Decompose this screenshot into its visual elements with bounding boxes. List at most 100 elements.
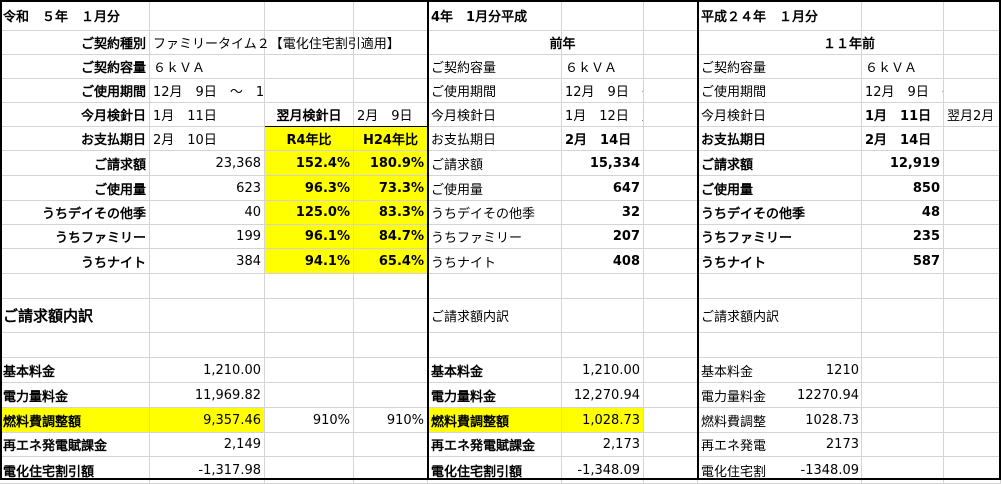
grid-cell[interactable] — [265, 79, 354, 103]
grid-cell[interactable] — [644, 201, 698, 225]
cell-e-row17[interactable]: 再エネ発電賦課金 — [428, 433, 562, 457]
cell-h-row14[interactable]: 基本料金 — [698, 358, 862, 383]
cell-f-row9[interactable]: 207 — [562, 225, 644, 249]
grid-cell[interactable] — [0, 333, 150, 358]
cell-d-row6[interactable]: 180.9% — [354, 151, 428, 176]
cell-h-row17[interactable]: 再エネ発電 — [698, 433, 862, 457]
cell-b-row9[interactable]: 199 — [150, 225, 265, 249]
cell-e-row15[interactable]: 電力量料金 — [428, 383, 562, 408]
grid-cell[interactable] — [944, 151, 1001, 176]
grid-cell[interactable] — [944, 201, 1001, 225]
grid-cell[interactable] — [862, 408, 944, 433]
grid-cell[interactable] — [354, 274, 428, 299]
grid-cell[interactable] — [644, 408, 698, 433]
cell-f-row15[interactable]: 12,270.94 — [562, 383, 644, 408]
grid-cell[interactable] — [428, 333, 562, 358]
cell-f-row4[interactable]: 1月 12日 翌月 — [562, 103, 644, 127]
cell-b-row1[interactable]: ファミリータイム２【電化住宅割引適用】 — [150, 31, 428, 55]
cell-e-row10[interactable]: うちナイト — [428, 249, 562, 274]
cell-h2-row14[interactable]: 1210 — [782, 358, 862, 383]
grid-cell[interactable] — [562, 299, 644, 333]
cell-c-row10[interactable]: 94.1% — [265, 249, 354, 274]
grid-cell[interactable] — [944, 55, 1001, 79]
cell-h2-row16[interactable]: 1028.73 — [782, 408, 862, 433]
grid-cell[interactable] — [862, 358, 944, 383]
cell-f-row8[interactable]: 32 — [562, 201, 644, 225]
grid-cell[interactable] — [944, 0, 1001, 31]
cell-d-row16[interactable]: 910% — [354, 408, 428, 433]
grid-cell[interactable] — [698, 274, 862, 299]
cell-i-row4[interactable]: 1月 11日 — [862, 103, 944, 127]
cell-a-row4[interactable]: 今月検針日 — [0, 103, 150, 127]
cell-h-row7[interactable]: ご使用量 — [698, 176, 862, 201]
cell-e-row16[interactable]: 燃料費調整額 — [428, 408, 562, 433]
grid-cell[interactable] — [354, 79, 428, 103]
grid-cell[interactable] — [354, 0, 428, 31]
cell-h-row2[interactable]: ご契約容量 — [698, 55, 862, 79]
cell-a-row1[interactable]: ご契約種別 — [0, 31, 150, 55]
cell-e-row0[interactable]: 4年 1月分平成 — [428, 0, 644, 31]
cell-b-row14[interactable]: 1,210.00 — [150, 358, 265, 383]
grid-cell[interactable] — [862, 433, 944, 457]
grid-cell[interactable] — [265, 383, 354, 408]
grid-cell[interactable] — [265, 274, 354, 299]
grid-cell[interactable] — [944, 408, 1001, 433]
cell-h-row10[interactable]: うちナイト — [698, 249, 862, 274]
grid-cell[interactable] — [644, 274, 698, 299]
grid-cell[interactable] — [944, 383, 1001, 408]
cell-f-row17[interactable]: 2,173 — [562, 433, 644, 457]
grid-cell[interactable] — [644, 55, 698, 79]
cell-d-row7[interactable]: 73.3% — [354, 176, 428, 201]
cell-h-row16[interactable]: 燃料費調整 — [698, 408, 862, 433]
cell-e-row6[interactable]: ご請求額 — [428, 151, 562, 176]
grid-cell[interactable] — [644, 333, 698, 358]
cell-c-row16[interactable]: 910% — [265, 408, 354, 433]
cell-h-row6[interactable]: ご請求額 — [698, 151, 862, 176]
cell-b-row2[interactable]: ６ｋＶＡ — [150, 55, 265, 79]
cell-e-row2[interactable]: ご契約容量 — [428, 55, 562, 79]
cell-a-row10[interactable]: うちナイト — [0, 249, 150, 274]
grid-cell[interactable] — [944, 433, 1001, 457]
grid-cell[interactable] — [644, 127, 698, 151]
grid-cell[interactable] — [644, 433, 698, 457]
grid-cell[interactable] — [644, 225, 698, 249]
cell-h-row0[interactable]: 平成２４年 １月分 — [698, 0, 944, 31]
cell-i-row10[interactable]: 587 — [862, 249, 944, 274]
cell-e-row1[interactable]: 前年 — [428, 31, 698, 55]
grid-cell[interactable] — [644, 0, 698, 31]
cell-e-row4[interactable]: 今月検針日 — [428, 103, 562, 127]
cell-a-row3[interactable]: ご使用期間 — [0, 79, 150, 103]
grid-cell[interactable] — [944, 333, 1001, 358]
grid-cell[interactable] — [644, 249, 698, 274]
cell-f-row6[interactable]: 15,334 — [562, 151, 644, 176]
cell-a-row2[interactable]: ご契約容量 — [0, 55, 150, 79]
cell-a-row14[interactable]: 基本料金 — [0, 358, 150, 383]
cell-i-row7[interactable]: 850 — [862, 176, 944, 201]
grid-cell[interactable] — [644, 103, 698, 127]
grid-cell[interactable] — [354, 433, 428, 457]
grid-cell[interactable] — [354, 383, 428, 408]
cell-e-row9[interactable]: うちファミリー — [428, 225, 562, 249]
grid-cell[interactable] — [562, 274, 644, 299]
cell-h-row15[interactable]: 電力量料金 — [698, 383, 862, 408]
cell-f-row10[interactable]: 408 — [562, 249, 644, 274]
grid-cell[interactable] — [265, 358, 354, 383]
cell-f-row3[interactable]: 12月 9日 ～ 1月 — [562, 79, 644, 103]
cell-b-row15[interactable]: 11,969.82 — [150, 383, 265, 408]
cell-d-row9[interactable]: 84.7% — [354, 225, 428, 249]
cell-j-row4[interactable]: 翌月2月 — [944, 103, 1001, 127]
grid-cell[interactable] — [562, 333, 644, 358]
grid-cell[interactable] — [354, 299, 428, 333]
cell-i-row5[interactable]: 2月 14日 — [862, 127, 944, 151]
cell-i-row9[interactable]: 235 — [862, 225, 944, 249]
cell-b-row10[interactable]: 384 — [150, 249, 265, 274]
cell-b-row4[interactable]: 1月 11日 — [150, 103, 265, 127]
grid-cell[interactable] — [944, 225, 1001, 249]
grid-cell[interactable] — [644, 79, 698, 103]
cell-c-row4[interactable]: 翌月検針日 — [265, 103, 354, 127]
cell-h-row9[interactable]: うちファミリー — [698, 225, 862, 249]
cell-f-row14[interactable]: 1,210.00 — [562, 358, 644, 383]
grid-cell[interactable] — [265, 55, 354, 79]
cell-b-row7[interactable]: 623 — [150, 176, 265, 201]
cell-h-row1[interactable]: １１年前 — [698, 31, 1001, 55]
